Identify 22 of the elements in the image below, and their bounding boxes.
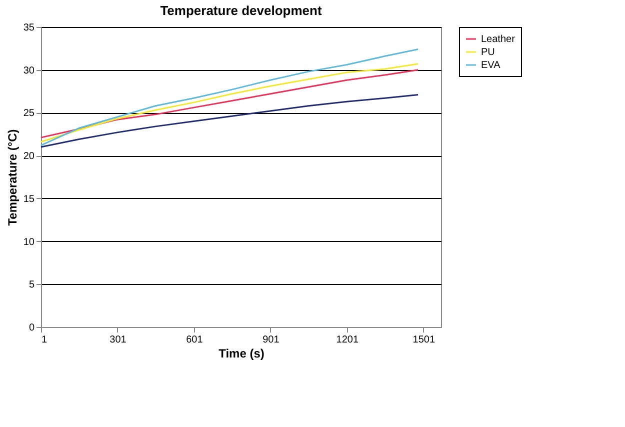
- x-tick-label: 601: [186, 334, 204, 346]
- x-tick-label: 1501: [412, 334, 436, 346]
- legend-label: EVA: [481, 60, 501, 71]
- y-tick-label: 30: [23, 65, 35, 76]
- x-tick-label: 301: [110, 334, 127, 346]
- y-tick-label: 15: [23, 194, 35, 205]
- chart-title: Temperature development: [160, 3, 322, 18]
- y-tick-label: 35: [23, 22, 35, 34]
- y-tick-label: 5: [28, 280, 35, 291]
- line-series: [40, 48, 419, 146]
- y-tick-label: 0: [28, 322, 35, 334]
- legend-label: Leather: [481, 34, 516, 45]
- x-axis-title: Time (s): [218, 346, 264, 360]
- line-series: [40, 94, 419, 148]
- y-tick-label: 10: [23, 236, 35, 248]
- x-tick-label: 1: [42, 334, 48, 346]
- x-tick-label: 1201: [336, 334, 359, 346]
- x-tick-label: 901: [262, 334, 280, 346]
- y-tick-label: 25: [23, 108, 35, 120]
- y-axis-title: Temperature (°C): [5, 129, 20, 226]
- legend-label: PU: [481, 47, 495, 58]
- y-tick-label: 20: [23, 151, 35, 162]
